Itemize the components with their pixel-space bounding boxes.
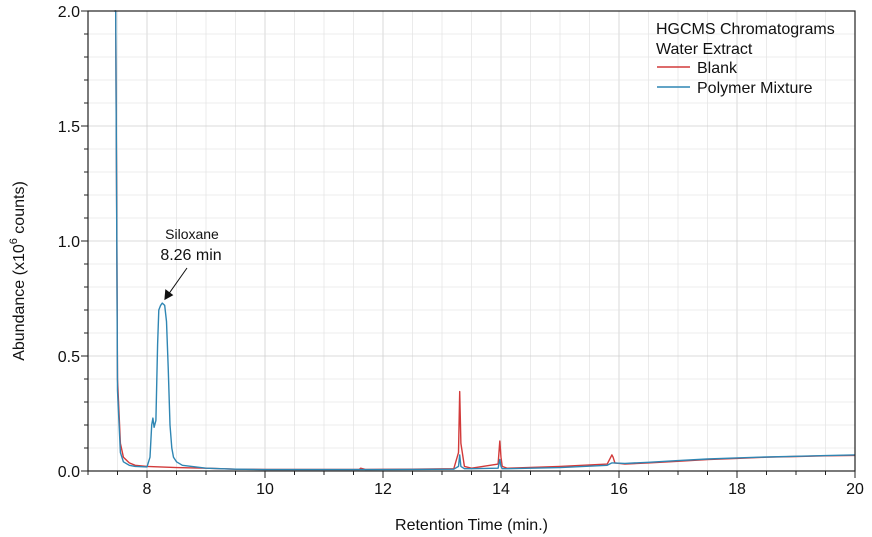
x-tick-label: 16: [610, 481, 628, 498]
series-layer: [114, 10, 856, 471]
tick-layer: 8 10 12 14 16 18 20 0.0 0.5 1.0 1.5 2.0: [58, 4, 864, 498]
y-tick-label: 0.5: [58, 349, 80, 366]
x-tick-label: 12: [374, 481, 392, 498]
x-tick-label: 14: [492, 481, 510, 498]
annotation-arrow-head: [164, 289, 174, 301]
annotation-label: Siloxane: [165, 226, 219, 242]
annotation-arrow-line: [168, 267, 188, 294]
y-tick-label: 1.0: [58, 234, 80, 251]
y-axis-title-suffix: counts): [11, 181, 28, 238]
y-axis-title-exponent: 6: [8, 238, 20, 244]
annotation-value: 8.26 min: [160, 247, 221, 264]
y-axis-title: Abundance (x106 counts): [8, 181, 28, 361]
legend-title: HGCMS Chromatograms: [656, 21, 835, 38]
legend-label-blank: Blank: [697, 60, 738, 77]
y-tick-label: 0.0: [58, 464, 80, 481]
x-tick-label: 8: [143, 481, 152, 498]
x-tick-label: 18: [728, 481, 746, 498]
x-axis-title: Retention Time (min.): [395, 517, 548, 534]
siloxane-annotation: Siloxane 8.26 min: [160, 226, 222, 301]
x-tick-label: 10: [256, 481, 274, 498]
y-tick-label: 2.0: [58, 4, 80, 21]
y-tick-label: 1.5: [58, 119, 80, 136]
series-line-polymer-mixture: [114, 10, 856, 471]
legend: HGCMS Chromatograms Water Extract Blank …: [656, 21, 835, 97]
x-tick-label: 20: [846, 481, 864, 498]
legend-subtitle: Water Extract: [656, 41, 753, 58]
legend-label-polymer-mixture: Polymer Mixture: [697, 80, 813, 97]
y-axis-title-main: Abundance (x10: [11, 244, 28, 361]
